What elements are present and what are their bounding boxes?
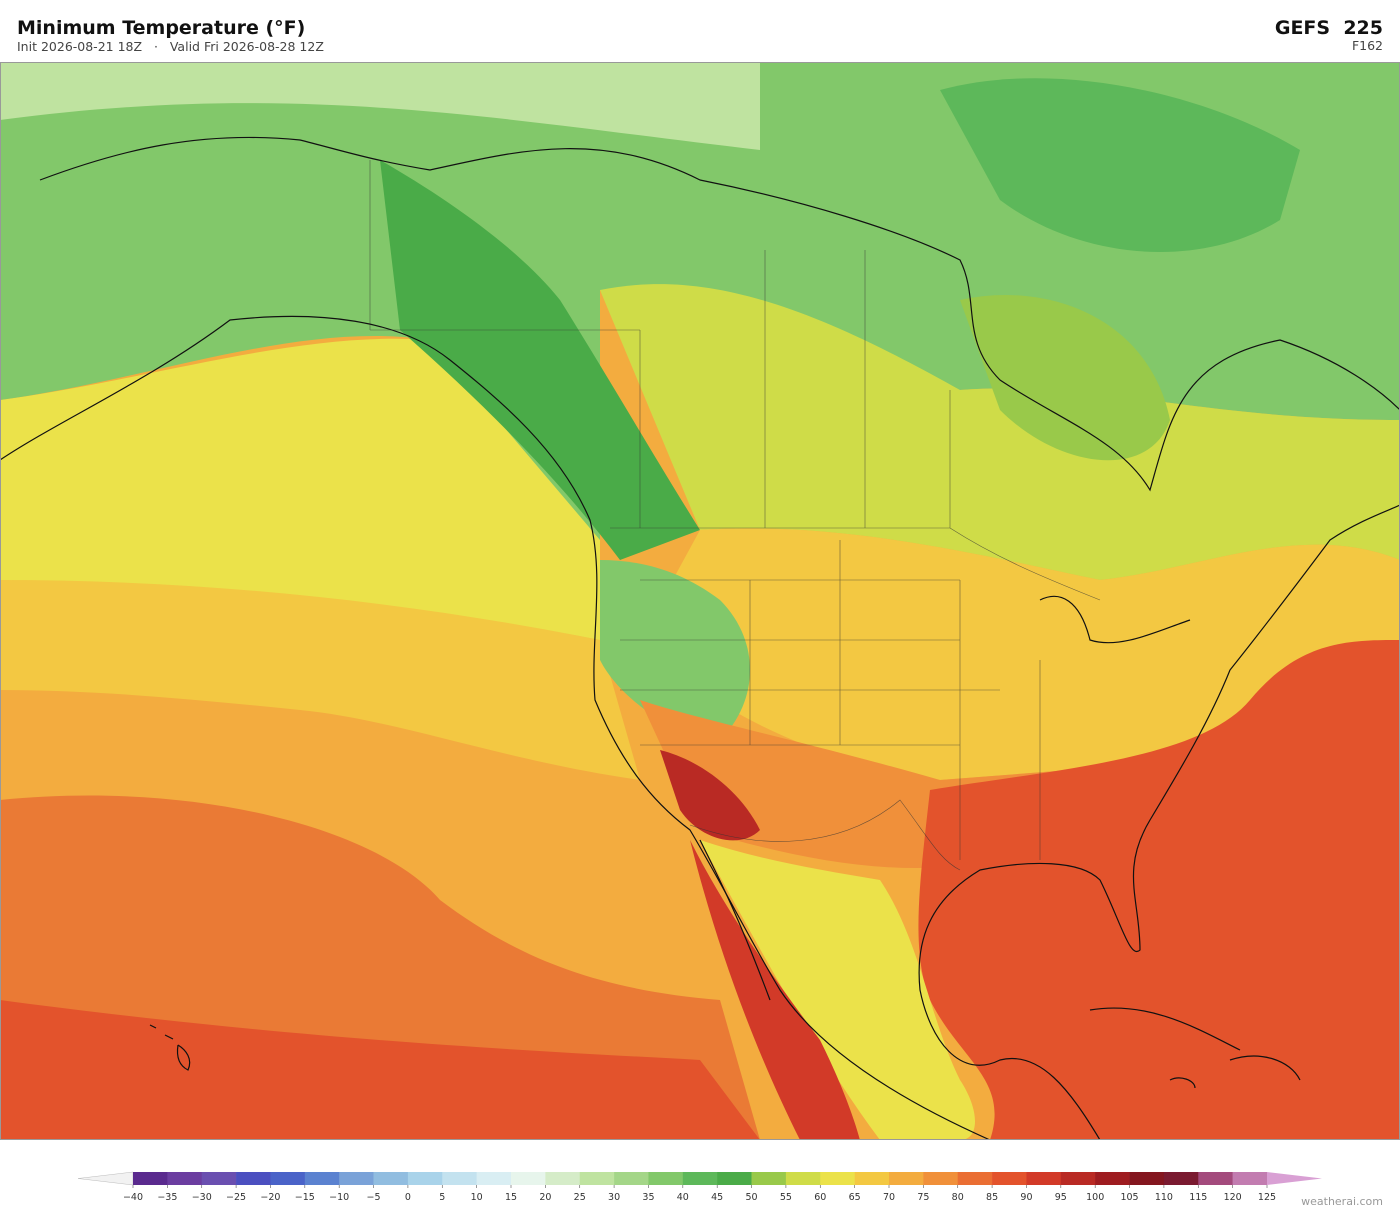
colorbar-tick-label: −25	[226, 1192, 246, 1203]
forecast-hour: F162	[1352, 38, 1383, 53]
colorbar-bin	[339, 1172, 374, 1185]
temp-region	[600, 560, 750, 740]
colorbar-tick-label: 60	[814, 1192, 826, 1203]
colorbar-tick-label: 55	[780, 1192, 792, 1203]
colorbar-bin	[511, 1172, 546, 1185]
colorbar-tick-label: 35	[642, 1192, 654, 1203]
coastline	[918, 504, 1400, 1140]
colorbar-tick-label: 40	[677, 1192, 689, 1203]
colorbar-tick-label: 45	[711, 1192, 723, 1203]
colorbar-bin	[1163, 1172, 1199, 1185]
colorbar-tick-label: 70	[883, 1192, 895, 1203]
coastline	[149, 1024, 191, 1071]
colorbar-tick-label: −40	[123, 1192, 143, 1203]
colorbar-bin	[1026, 1172, 1062, 1185]
colorbar-tick-label: 10	[471, 1192, 483, 1203]
colorbar-bin	[579, 1172, 615, 1185]
colorbar-bin	[682, 1172, 718, 1185]
colorbar-bin	[1095, 1172, 1130, 1185]
temp-region	[0, 578, 640, 780]
colorbar-bin	[614, 1172, 649, 1185]
colorbar-tick-label: 65	[849, 1192, 861, 1203]
temp-region	[0, 1000, 760, 1140]
colorbar-tick-label: 30	[608, 1192, 620, 1203]
colorbar-bin	[923, 1172, 959, 1185]
colorbar-tick-label: 90	[1020, 1192, 1032, 1203]
colorbar-bin	[820, 1172, 855, 1185]
colorbar-bin	[1060, 1172, 1096, 1185]
colorbar-bin	[236, 1172, 271, 1185]
temp-region	[700, 840, 975, 1140]
map	[0, 62, 1400, 1140]
colorbar-bin	[854, 1172, 890, 1185]
colorbar-bin	[992, 1172, 1027, 1185]
colorbar-bin	[889, 1172, 924, 1185]
colorbar-bin	[785, 1172, 821, 1185]
map-subtitle: Init 2026-08-21 18Z · Valid Fri 2026-08-…	[17, 39, 324, 54]
colorbar-bin	[1198, 1172, 1233, 1185]
colorbar-tick-label: 0	[405, 1192, 411, 1203]
colorbar-tick-label: 105	[1120, 1192, 1138, 1203]
colorbar-tick-label: 80	[952, 1192, 964, 1203]
colorbar-bin	[751, 1172, 787, 1185]
colorbar-bin	[304, 1172, 340, 1185]
colorbar-over	[1267, 1172, 1322, 1185]
map-title: Minimum Temperature (°F)	[17, 17, 305, 39]
coastline	[0, 315, 991, 1140]
temp-region	[660, 750, 760, 841]
temp-region	[380, 160, 700, 560]
colorbar-tick-label: 100	[1086, 1192, 1104, 1203]
colorbar-bin	[167, 1172, 203, 1185]
colorbar-tick-label: 75	[917, 1192, 929, 1203]
colorbar-tick-label: −35	[157, 1192, 177, 1203]
colorbar-tick-label: 50	[745, 1192, 757, 1203]
coastline	[1039, 595, 1191, 644]
colorbar-tick-label: −15	[295, 1192, 315, 1203]
colorbar-bin	[957, 1172, 993, 1185]
colorbar-bin	[373, 1172, 409, 1185]
colorbar-tick-label: 120	[1224, 1192, 1242, 1203]
colorbar-bin	[476, 1172, 512, 1185]
colorbar-bin	[1232, 1172, 1268, 1185]
colorbar-bin	[133, 1172, 168, 1185]
temp-region	[960, 295, 1170, 461]
colorbar-tick-label: 115	[1189, 1192, 1207, 1203]
temp-region	[940, 78, 1300, 253]
colorbar-bin	[442, 1172, 477, 1185]
temp-region	[640, 528, 1400, 780]
colorbar-tick-label: −5	[367, 1192, 381, 1203]
colorbar-bin	[717, 1172, 752, 1185]
temp-region	[690, 840, 860, 1140]
colorbar-under	[77, 1171, 134, 1186]
model-name: GEFS 225	[1275, 17, 1383, 39]
temp-region	[0, 62, 760, 150]
colorbar-bin	[407, 1172, 443, 1185]
colorbar-tick-label: 95	[1055, 1192, 1067, 1203]
colorbar-bin	[1129, 1172, 1165, 1185]
temp-region	[600, 284, 1400, 580]
colorbar-tick-label: −20	[260, 1192, 280, 1203]
colorbar: −40 −35 −30 −25 −20 −15 −10 −5 0 5 10 15 20 25 30 35 40 4…	[77, 1171, 1322, 1203]
colorbar-bin	[545, 1172, 581, 1185]
coastline	[39, 136, 1400, 492]
colorbar-tick-label: 110	[1155, 1192, 1173, 1203]
watermark: weatherai.com	[1301, 1195, 1383, 1208]
coastline	[699, 839, 771, 1001]
colorbar-tick-label: 5	[439, 1192, 445, 1203]
admin-border	[369, 160, 1101, 871]
colorbar-tick-label: 15	[505, 1192, 517, 1203]
colorbar-bin	[270, 1172, 306, 1185]
colorbar-tick-label: 25	[574, 1192, 586, 1203]
colorbar-bin	[648, 1172, 684, 1185]
colorbar-tick-label: 125	[1258, 1192, 1276, 1203]
colorbar-tick-label: 85	[986, 1192, 998, 1203]
coastline	[1089, 1007, 1301, 1089]
colorbar-bin	[201, 1172, 237, 1185]
colorbar-tick-label: −30	[192, 1192, 212, 1203]
colorbar-tick-label: −10	[329, 1192, 349, 1203]
temp-region	[918, 640, 1400, 1140]
colorbar-tick-label: 20	[539, 1192, 551, 1203]
temp-region	[0, 338, 600, 640]
